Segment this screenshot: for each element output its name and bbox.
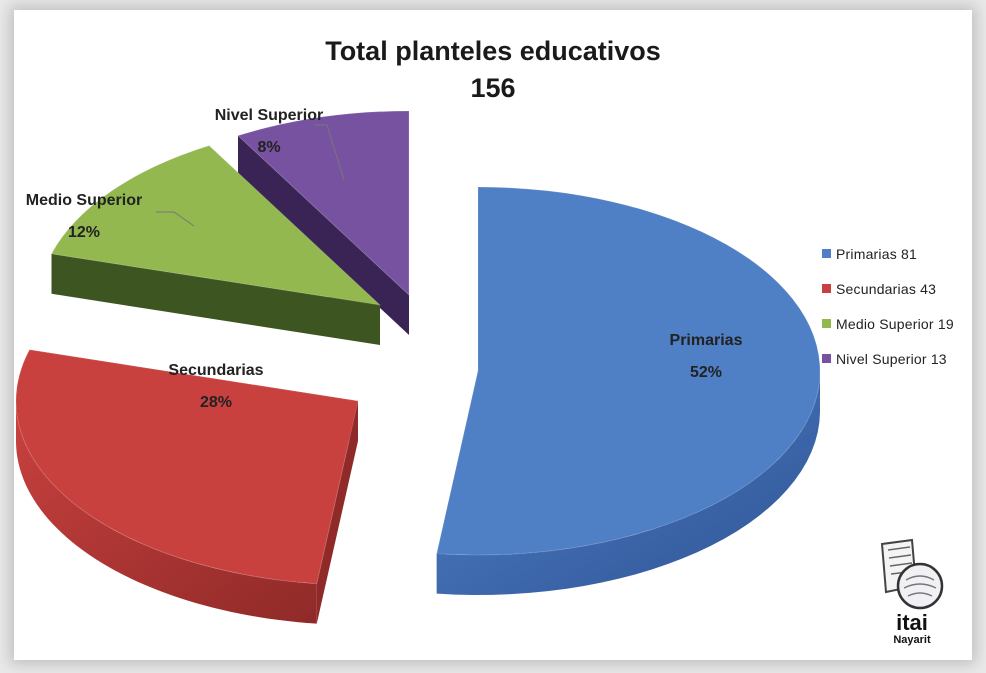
slice-top: [436, 186, 821, 556]
legend-swatch: [822, 284, 831, 293]
chart-title-block: Total planteles educativos 156: [14, 34, 972, 108]
slice-percent-label: 8%: [257, 139, 280, 156]
slice-top: [15, 349, 359, 585]
slice-edge-wall: [316, 401, 358, 624]
chart-frame: Primarias 52% Secundarias 28% Medio Superior…: [14, 10, 972, 660]
pie-chart: Primarias 52% Secundarias 28% Medio Superior…: [15, 107, 821, 624]
legend-label: Secundarias 43: [836, 280, 937, 297]
legend-label: Medio Superior 19: [836, 315, 954, 332]
leader-line: [156, 211, 195, 227]
slice-percent-label: 12%: [68, 224, 100, 241]
slice-name-label: Primarias: [670, 332, 743, 349]
legend: Primarias 81 Secundarias 43 Medio Superi…: [822, 236, 954, 376]
slice-rim: [436, 372, 820, 595]
legend-swatch: [822, 354, 831, 363]
slice-percent-label: 52%: [690, 364, 722, 381]
pie-slice-primarias: [436, 186, 821, 595]
legend-label: Primarias 81: [836, 245, 917, 262]
slice-name-label: Secundarias: [168, 362, 263, 379]
itai-logo: itai Nayarit: [872, 536, 952, 646]
slice-rim: [16, 402, 317, 624]
legend-swatch: [822, 319, 831, 328]
slice-top: [50, 145, 382, 306]
pie-slice-secundarias: [15, 349, 359, 624]
logo-graphic-icon: [880, 538, 944, 610]
pie-slice-nivel-superior: [237, 110, 410, 335]
slice-top: [237, 110, 410, 297]
legend-label: Nivel Superior 13: [836, 350, 947, 367]
chart-subtitle: 156: [470, 73, 516, 103]
legend-item-primarias: Primarias 81: [822, 236, 954, 271]
slice-name-label: Nivel Superior: [215, 107, 323, 124]
chart-title: Total planteles educativos: [325, 36, 661, 66]
legend-swatch: [822, 249, 831, 258]
legend-item-nivel-superior: Nivel Superior 13: [822, 341, 954, 376]
slice-edge-wall: [51, 253, 380, 345]
slice-edge-wall: [238, 135, 409, 335]
legend-item-medio-superior: Medio Superior 19: [822, 306, 954, 341]
logo-subword: Nayarit: [893, 634, 931, 646]
slice-name-label: Medio Superior: [26, 192, 142, 209]
pie-slice-medio-superior: [50, 145, 382, 345]
logo-word: itai: [896, 610, 928, 635]
leader-line: [315, 124, 345, 181]
legend-item-secundarias: Secundarias 43: [822, 271, 954, 306]
slice-percent-label: 28%: [200, 394, 232, 411]
